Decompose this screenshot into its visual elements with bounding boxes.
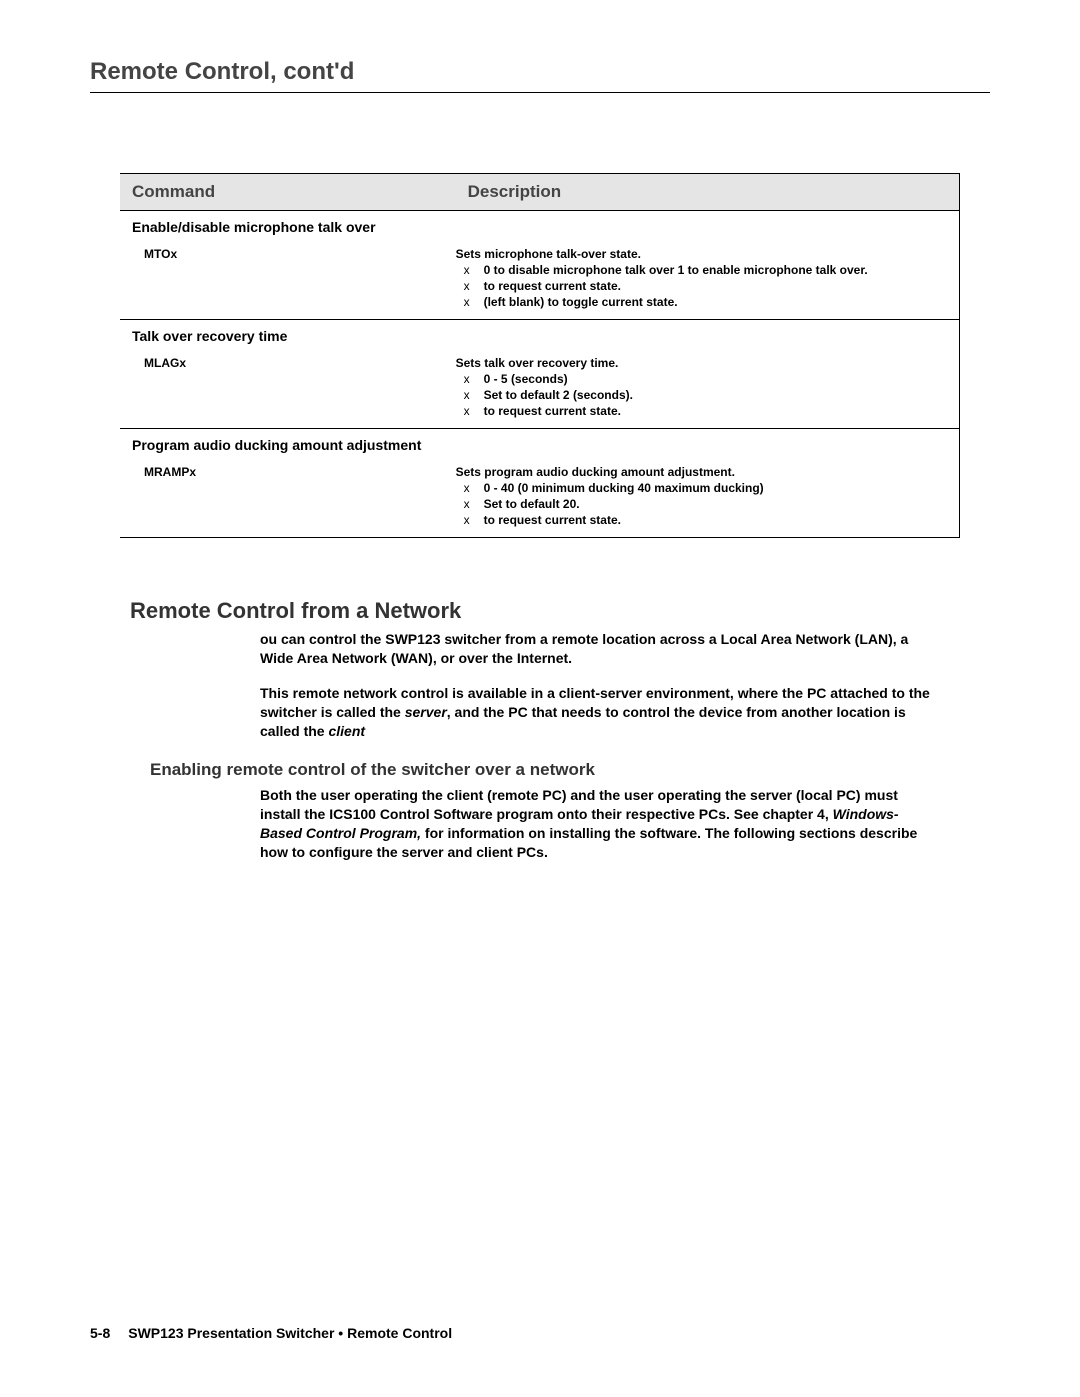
em-client: client (328, 723, 365, 739)
desc-main: Sets microphone talk-over state. (456, 247, 947, 261)
bullet-mark: x (456, 388, 484, 402)
bullet-mark: x (456, 497, 484, 511)
bullet-text: Set to default 20. (484, 497, 947, 511)
para-text: Both the user operating the client (remo… (260, 787, 898, 822)
em-server: server (405, 704, 447, 720)
bullet-item: xto request current state. (456, 404, 947, 418)
bullet-text: 0 - 40 (0 minimum ducking 40 maximum duc… (484, 481, 947, 495)
command-name: MLAGx (120, 356, 456, 418)
page-title: Remote Control, cont'd (90, 58, 990, 93)
section-title: Program audio ducking amount adjustment (120, 428, 959, 461)
body-paragraph: This remote network control is available… (260, 684, 930, 741)
command-description: Sets microphone talk-over state. x0 to d… (456, 247, 959, 309)
command-description: Sets program audio ducking amount adjust… (456, 465, 959, 527)
header-command: Command (120, 174, 456, 210)
bullet-mark: x (456, 481, 484, 495)
section-heading-network: Remote Control from a Network (130, 598, 990, 624)
bullet-item: x0 - 40 (0 minimum ducking 40 maximum du… (456, 481, 947, 495)
command-table: Command Description Enable/disable micro… (120, 173, 960, 538)
page-footer: 5-8 SWP123 Presentation Switcher • Remote… (90, 1325, 452, 1341)
bullet-text: to request current state. (484, 279, 947, 293)
bullet-text: to request current state. (484, 404, 947, 418)
bullet-item: x0 - 5 (seconds) (456, 372, 947, 386)
command-description: Sets talk over recovery time. x0 - 5 (se… (456, 356, 959, 418)
bullet-item: xSet to default 20. (456, 497, 947, 511)
bullet-mark: x (456, 372, 484, 386)
table-row: MRAMPx Sets program audio ducking amount… (120, 461, 959, 537)
desc-main: Sets program audio ducking amount adjust… (456, 465, 947, 479)
bullet-mark: x (456, 263, 484, 277)
table-row: MLAGx Sets talk over recovery time. x0 -… (120, 352, 959, 428)
bullet-mark: x (456, 295, 484, 309)
body-paragraph: ou can control the SWP123 switcher from … (260, 630, 930, 668)
bullet-text: (left blank) to toggle current state. (484, 295, 947, 309)
bullet-text: 0 to disable microphone talk over 1 to e… (484, 263, 947, 277)
desc-main: Sets talk over recovery time. (456, 356, 947, 370)
bullet-item: xto request current state. (456, 279, 947, 293)
body-paragraph: Both the user operating the client (remo… (260, 786, 930, 862)
bullet-item: xSet to default 2 (seconds). (456, 388, 947, 402)
footer-text: SWP123 Presentation Switcher • Remote Co… (128, 1325, 452, 1341)
bullet-item: x0 to disable microphone talk over 1 to … (456, 263, 947, 277)
bullet-text: Set to default 2 (seconds). (484, 388, 947, 402)
command-name: MTOx (120, 247, 456, 309)
bullet-text: 0 - 5 (seconds) (484, 372, 947, 386)
bullet-mark: x (456, 279, 484, 293)
header-description: Description (456, 174, 959, 210)
bullet-mark: x (456, 513, 484, 527)
command-name: MRAMPx (120, 465, 456, 527)
bullet-mark: x (456, 404, 484, 418)
table-row: MTOx Sets microphone talk-over state. x0… (120, 243, 959, 319)
section-title: Talk over recovery time (120, 319, 959, 352)
bullet-text: to request current state. (484, 513, 947, 527)
bullet-item: x(left blank) to toggle current state. (456, 295, 947, 309)
table-header: Command Description (120, 174, 959, 211)
page-number: 5-8 (90, 1325, 110, 1341)
subsection-heading-enabling: Enabling remote control of the switcher … (150, 760, 990, 780)
bullet-item: xto request current state. (456, 513, 947, 527)
section-title: Enable/disable microphone talk over (120, 211, 959, 243)
